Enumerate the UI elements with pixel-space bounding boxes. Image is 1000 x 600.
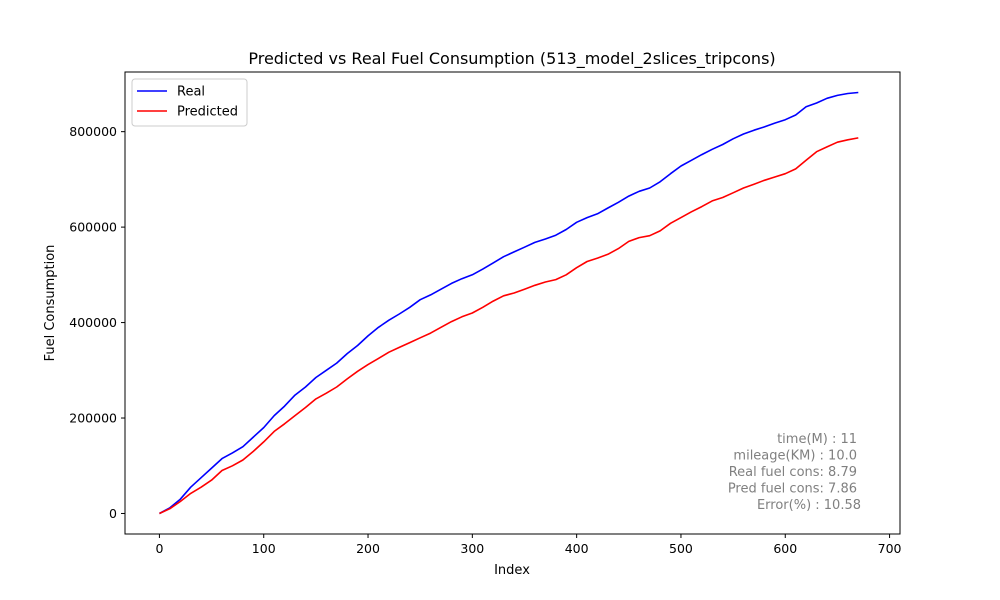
x-tick-label: 100 [252, 541, 276, 556]
annotation-line: mileage(KM) : 10.0 [733, 449, 857, 464]
y-tick-label: 0 [109, 506, 117, 521]
annotation-line: Real fuel cons: 8.79 [729, 465, 857, 480]
x-tick-label: 300 [460, 541, 484, 556]
y-tick-label: 200000 [69, 411, 117, 426]
x-tick-label: 700 [878, 541, 902, 556]
legend-label-real: Real [177, 85, 205, 100]
x-tick-label: 400 [565, 541, 589, 556]
x-axis: 0 100 200 300 400 500 600 700 [155, 534, 902, 556]
annotation-line: Pred fuel cons: 7.86 [728, 482, 857, 497]
x-tick-label: 200 [356, 541, 380, 556]
series-line-real [159, 91, 859, 515]
plot-area [159, 91, 859, 515]
legend-label-predicted: Predicted [177, 105, 238, 120]
series-line-predicted [159, 137, 859, 515]
y-axis: 0 200000 400000 600000 800000 [69, 124, 125, 521]
chart-title: Predicted vs Real Fuel Consumption (513_… [248, 49, 775, 69]
y-tick-label: 400000 [69, 315, 117, 330]
y-axis-label: Fuel Consumption [43, 245, 58, 362]
x-axis-label: Index [494, 563, 530, 578]
x-tick-label: 500 [669, 541, 693, 556]
plot-frame [124, 71, 901, 535]
annotation-line: Error(%) : 10.58 [757, 498, 861, 513]
y-tick-label: 800000 [69, 124, 117, 139]
x-tick-label: 600 [773, 541, 797, 556]
y-tick-label: 600000 [69, 220, 117, 235]
x-tick-label: 0 [155, 541, 163, 556]
legend: Real Predicted [131, 78, 248, 127]
annotation-line: time(M) : 11 [777, 432, 857, 447]
